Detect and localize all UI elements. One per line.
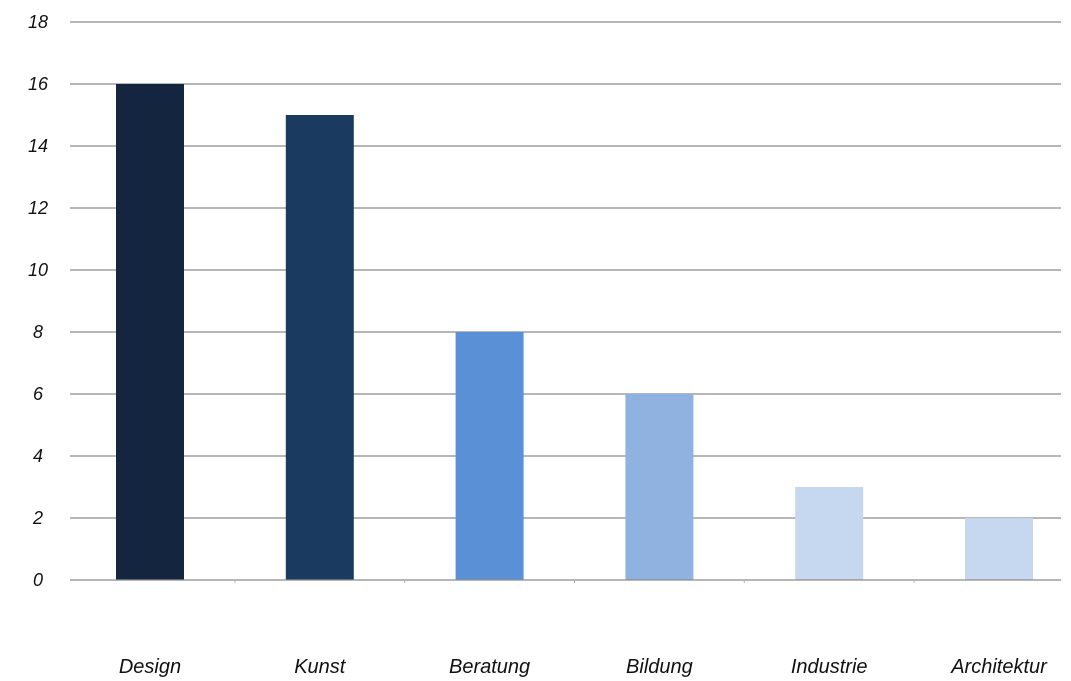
y-tick-label-2: 2 — [32, 508, 43, 528]
x-tick-label-architektur: Architektur — [950, 656, 1048, 678]
x-axis-labels: Design Kunst Beratung Bildung Industrie Archi… — [119, 656, 1048, 678]
bars — [116, 84, 1033, 580]
x-tick-label-bildung: Bildung — [626, 656, 693, 678]
y-tick-label-18: 18 — [28, 12, 48, 32]
x-tick-label-kunst: Kunst — [294, 656, 347, 678]
bar-bildung — [625, 394, 694, 580]
x-tick-label-beratung: Beratung — [449, 656, 530, 678]
y-tick-label-8: 8 — [33, 322, 43, 342]
y-axis: 0 2 4 6 8 10 12 14 16 18 — [28, 12, 49, 590]
y-tick-label-16: 16 — [28, 74, 49, 94]
bar-beratung — [455, 332, 524, 580]
y-tick-label-0: 0 — [33, 570, 43, 590]
y-tick-label-6: 6 — [33, 384, 44, 404]
bar-design — [116, 84, 184, 580]
y-tick-label-14: 14 — [28, 136, 48, 156]
x-tick-label-design: Design — [119, 656, 181, 678]
bar-kunst — [285, 115, 354, 580]
x-axis — [70, 579, 1061, 583]
y-tick-label-10: 10 — [28, 260, 48, 280]
y-tick-label-4: 4 — [33, 446, 43, 466]
bar-architektur — [965, 518, 1033, 580]
y-tick-label-12: 12 — [28, 198, 48, 218]
grid-lines — [70, 21, 1061, 519]
bar-industrie — [795, 487, 864, 580]
x-tick-label-industrie: Industrie — [791, 656, 868, 678]
